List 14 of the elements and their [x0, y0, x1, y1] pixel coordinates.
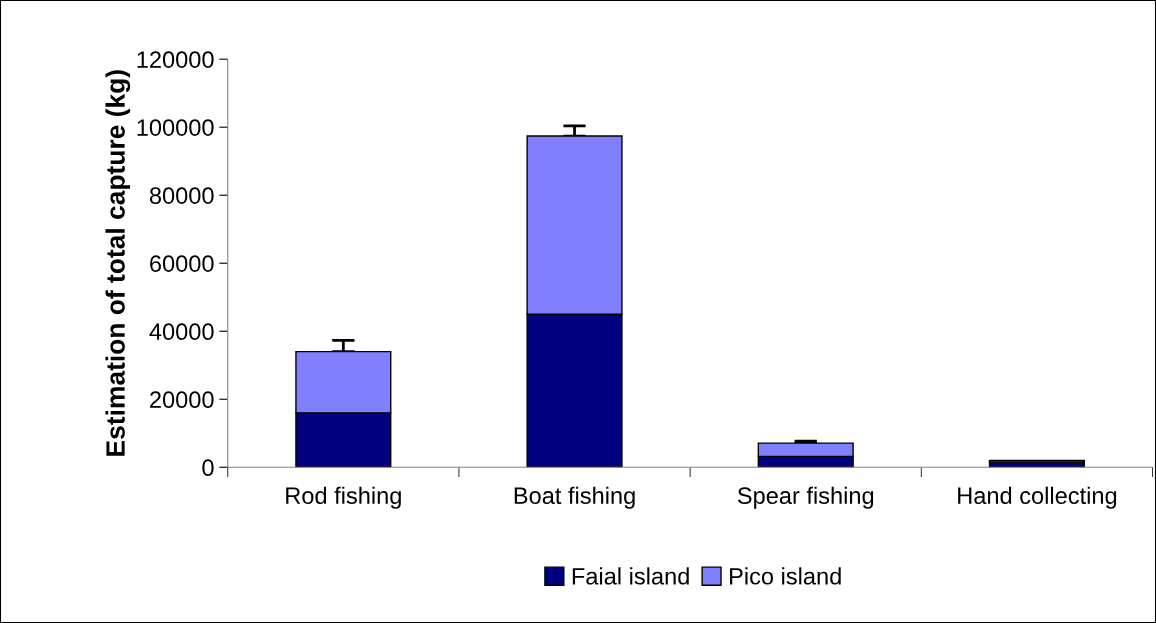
- x-tick-label: Hand collecting: [958, 486, 1117, 509]
- y-tick-label: 100000: [137, 119, 214, 136]
- x-tick-label: Rod fishing: [286, 486, 401, 509]
- x-tick-label: Boat fishing: [514, 486, 635, 509]
- y-tick-label: 80000: [149, 187, 214, 204]
- y-tick-label: 20000: [150, 391, 214, 409]
- y-tick-label: 40000: [149, 323, 214, 341]
- y-axis-title: Estimation of total capture (kg): [105, 70, 131, 456]
- legend-label: Pico island: [730, 567, 841, 585]
- x-tick-label: Spear fishing: [737, 486, 874, 509]
- y-tick-label: 0: [202, 459, 214, 477]
- y-tick-label: 120000: [137, 51, 214, 68]
- legend-label: Faial island: [572, 567, 689, 585]
- y-tick-label: 60000: [150, 255, 214, 273]
